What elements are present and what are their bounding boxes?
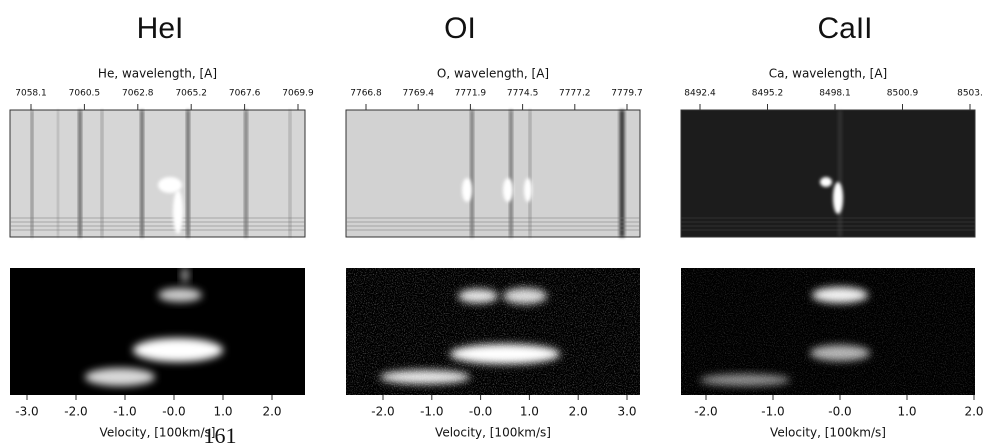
bottom-tick-label: -0.0 bbox=[469, 405, 492, 419]
top-tick-label: 7766.8 bbox=[350, 89, 382, 99]
bottom-tick-label: 1.0 bbox=[213, 405, 232, 419]
emission bbox=[158, 177, 182, 193]
top-tick-label: 8503. bbox=[957, 89, 983, 99]
bottom-tick-label: -0.0 bbox=[828, 405, 851, 419]
top-tick-label: 8495.2 bbox=[752, 89, 784, 99]
bottom-tick-label: -3.0 bbox=[15, 405, 38, 419]
absorption-line bbox=[101, 110, 103, 237]
bottom-axis-label: Velocity, [100km/s] bbox=[100, 426, 216, 440]
top-tick-label: 7062.8 bbox=[122, 89, 154, 99]
absorption-line bbox=[509, 110, 513, 237]
top-tick-label: 7058.1 bbox=[15, 89, 47, 99]
top-tick-label: 8500.9 bbox=[887, 89, 919, 99]
top-tick-label: 7779.7 bbox=[611, 89, 643, 99]
bottom-tick-label: 2.0 bbox=[569, 405, 588, 419]
top-tick-label: 7777.2 bbox=[559, 89, 591, 99]
absorption-line bbox=[186, 110, 190, 237]
absorption-line bbox=[57, 110, 59, 237]
bottom-axis-label: Velocity, [100km/s] bbox=[435, 426, 551, 440]
bottom-tick-label: 3.0 bbox=[617, 405, 636, 419]
emission bbox=[820, 177, 832, 187]
emission bbox=[380, 370, 470, 384]
absorption-line bbox=[78, 110, 82, 237]
emission bbox=[85, 368, 155, 386]
bottom-tick-label: 1.0 bbox=[520, 405, 539, 419]
top-axis-label: O, wavelength, [A] bbox=[437, 67, 549, 81]
bottom-tick-label: -1.0 bbox=[113, 405, 136, 419]
emission bbox=[503, 288, 547, 304]
absorption-line bbox=[470, 110, 474, 237]
top-tick-label: 8498.1 bbox=[819, 89, 851, 99]
absorption-line bbox=[529, 110, 531, 237]
emission bbox=[181, 267, 189, 283]
emission bbox=[833, 182, 843, 214]
bottom-tick-label: -1.0 bbox=[420, 405, 443, 419]
emission bbox=[173, 190, 183, 234]
top-tick-label: 7069.9 bbox=[282, 89, 314, 99]
emission bbox=[700, 374, 790, 386]
panel-title: HeI bbox=[137, 12, 184, 45]
absorption-line bbox=[244, 110, 248, 237]
top-axis-label: Ca, wavelength, [A] bbox=[769, 67, 887, 81]
emission bbox=[812, 287, 868, 303]
bottom-tick-label: -2.0 bbox=[371, 405, 394, 419]
bottom-tick-label: -0.0 bbox=[162, 405, 185, 419]
emission bbox=[810, 345, 870, 361]
top-tick-label: 7065.2 bbox=[175, 89, 207, 99]
bottom-tick-label: 1.0 bbox=[897, 405, 916, 419]
emission bbox=[458, 289, 498, 303]
top-tick-label: 8492.4 bbox=[684, 89, 716, 99]
bottom-tick-label: 2.0 bbox=[964, 405, 983, 419]
top-tick-label: 7771.9 bbox=[455, 89, 487, 99]
emission bbox=[503, 178, 513, 202]
top-tick-label: 7769.4 bbox=[402, 89, 434, 99]
panel-title: OI bbox=[444, 12, 476, 45]
emission bbox=[158, 288, 202, 302]
bottom-tick-label: -2.0 bbox=[64, 405, 87, 419]
absorption-line bbox=[619, 110, 625, 237]
bottom-tick-label: 2.0 bbox=[262, 405, 281, 419]
top-tick-label: 7060.5 bbox=[69, 89, 101, 99]
absorption-line bbox=[289, 110, 291, 237]
top-tick-label: 7067.6 bbox=[229, 89, 261, 99]
spectrum-image bbox=[9, 109, 306, 238]
page-number: 161 bbox=[204, 423, 237, 443]
bottom-tick-label: -2.0 bbox=[694, 405, 717, 419]
emission bbox=[133, 338, 223, 362]
emission bbox=[462, 178, 472, 202]
spectrum-image bbox=[345, 109, 641, 238]
top-axis-label: He, wavelength, [A] bbox=[98, 67, 217, 81]
bottom-axis-label: Velocity, [100km/s] bbox=[770, 426, 886, 440]
spectrum-image bbox=[680, 109, 976, 238]
absorption-line bbox=[140, 110, 144, 237]
absorption-line bbox=[31, 110, 33, 237]
absorption-line bbox=[838, 110, 842, 237]
residual-image bbox=[10, 268, 305, 395]
panel-title: CaII bbox=[817, 12, 872, 45]
bottom-tick-label: -1.0 bbox=[761, 405, 784, 419]
emission bbox=[450, 344, 560, 364]
emission bbox=[524, 178, 532, 202]
top-tick-label: 7774.5 bbox=[507, 89, 539, 99]
